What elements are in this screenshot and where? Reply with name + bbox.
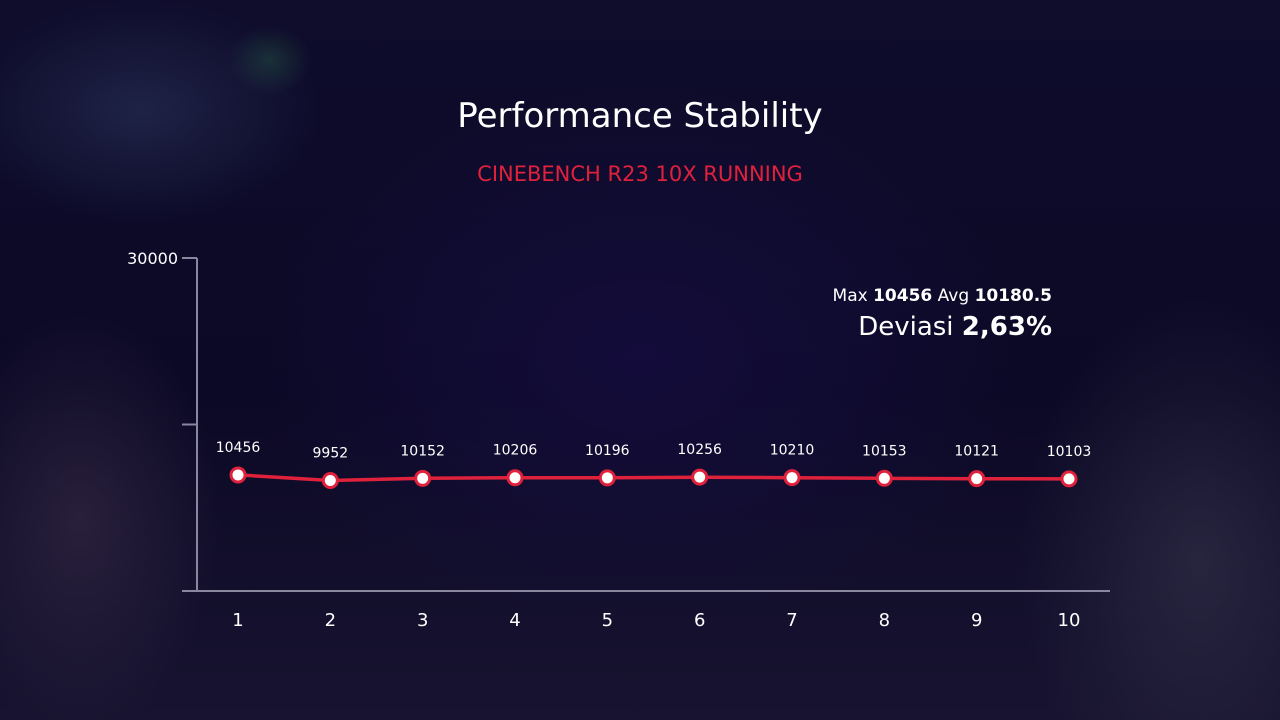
x-tick-label: 10 [1058,610,1081,631]
deviation-line: Deviasi 2,63% [833,312,1052,342]
data-label: 10121 [954,444,999,460]
data-label: 10103 [1047,444,1092,460]
x-tick-label: 5 [602,610,613,631]
data-point [229,466,247,484]
chart-subtitle: CINEBENCH R23 10X RUNNING [477,162,803,186]
x-tick-label: 2 [325,610,336,631]
chart-title: Performance Stability [457,96,823,136]
data-point [691,468,709,486]
max-avg-line: Max 10456 Avg 10180.5 [833,286,1052,306]
avg-value: 10180.5 [974,286,1052,306]
x-tick-label: 6 [694,610,705,631]
x-tick-label: 4 [509,610,520,631]
data-label: 10456 [216,440,261,456]
data-point [968,470,986,488]
data-point [783,469,801,487]
stats-panel: Max 10456 Avg 10180.5 Deviasi 2,63% [833,286,1052,342]
x-tick-label: 3 [417,610,428,631]
deviation-value: 2,63% [961,312,1052,342]
max-value: 10456 [873,286,933,306]
x-tick-label: 7 [786,610,797,631]
x-tick-label: 8 [879,610,890,631]
data-label: 10153 [862,443,907,459]
data-label: 10196 [585,443,630,459]
deviation-label: Deviasi [858,312,954,342]
max-label: Max [832,286,868,306]
data-point [506,469,524,487]
data-point [598,469,616,487]
data-point [1060,470,1078,488]
x-tick-label: 9 [971,610,982,631]
y-tick-label: 30000 [127,249,178,268]
x-tick-label: 1 [232,610,243,631]
data-point [321,472,339,490]
data-point [414,469,432,487]
data-label: 9952 [313,446,349,462]
series-line [237,473,1070,483]
data-label: 10206 [493,443,538,459]
data-label: 10210 [770,443,815,459]
data-point [875,469,893,487]
data-label: 10152 [400,443,445,459]
data-label: 10256 [677,442,722,458]
avg-label: Avg [937,286,970,306]
